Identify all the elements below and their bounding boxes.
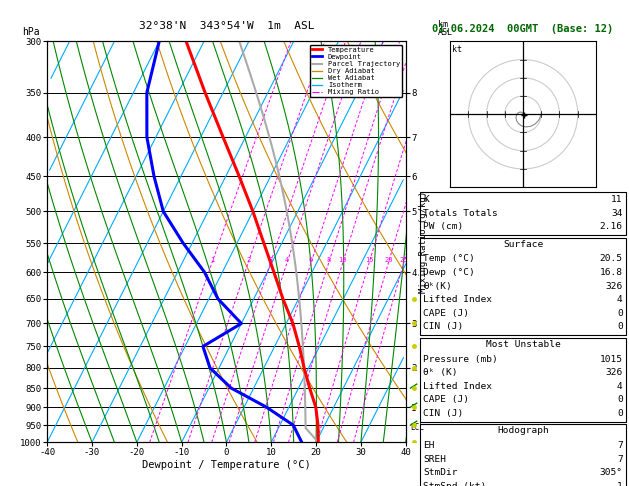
Text: Temp (°C): Temp (°C) [423,255,475,263]
Text: θᵏ(K): θᵏ(K) [423,282,452,291]
Text: 0: 0 [617,323,623,331]
Text: 25: 25 [399,257,408,262]
Text: PW (cm): PW (cm) [423,223,464,231]
Text: Most Unstable: Most Unstable [486,340,560,349]
Text: Lifted Index: Lifted Index [423,382,493,391]
Text: kt: kt [452,45,462,54]
Legend: Temperature, Dewpoint, Parcel Trajectory, Dry Adiabat, Wet Adiabat, Isotherm, Mi: Temperature, Dewpoint, Parcel Trajectory… [310,45,402,97]
Text: 7: 7 [617,455,623,464]
Text: 7: 7 [617,441,623,450]
Text: 3: 3 [269,257,273,262]
Text: 11: 11 [611,195,623,204]
Text: Surface: Surface [503,240,543,249]
Text: 10: 10 [338,257,347,262]
Text: 326: 326 [606,368,623,377]
Y-axis label: Mixing Ratio (g/kg): Mixing Ratio (g/kg) [420,191,428,293]
Text: 1015: 1015 [599,355,623,364]
Text: 305°: 305° [599,469,623,477]
Text: CAPE (J): CAPE (J) [423,309,469,318]
Text: SREH: SREH [423,455,447,464]
Text: CAPE (J): CAPE (J) [423,396,469,404]
Text: 1: 1 [210,257,214,262]
Text: K: K [423,195,429,204]
Text: 8: 8 [326,257,331,262]
Text: Lifted Index: Lifted Index [423,295,493,304]
Text: 20: 20 [384,257,392,262]
Text: 4: 4 [285,257,289,262]
Text: 0: 0 [617,409,623,418]
Text: hPa: hPa [22,27,40,37]
Text: LCL: LCL [410,423,424,433]
Text: 2.16: 2.16 [599,223,623,231]
Text: 6: 6 [309,257,313,262]
Text: Pressure (mb): Pressure (mb) [423,355,498,364]
Text: 4: 4 [617,382,623,391]
Text: km
ASL: km ASL [438,20,453,37]
Text: CIN (J): CIN (J) [423,323,464,331]
Text: EH: EH [423,441,435,450]
Text: 2: 2 [246,257,250,262]
Text: Totals Totals: Totals Totals [423,209,498,218]
Text: 20.5: 20.5 [599,255,623,263]
Text: Dewp (°C): Dewp (°C) [423,268,475,277]
Text: 0: 0 [617,309,623,318]
Text: StmDir: StmDir [423,469,458,477]
Text: θᵏ (K): θᵏ (K) [423,368,458,377]
Text: 16.8: 16.8 [599,268,623,277]
Text: 01.06.2024  00GMT  (Base: 12): 01.06.2024 00GMT (Base: 12) [432,24,614,34]
Text: StmSpd (kt): StmSpd (kt) [423,482,487,486]
Text: CIN (J): CIN (J) [423,409,464,418]
Text: 34: 34 [611,209,623,218]
Text: 4: 4 [617,295,623,304]
X-axis label: Dewpoint / Temperature (°C): Dewpoint / Temperature (°C) [142,460,311,469]
Text: 15: 15 [365,257,374,262]
Text: 0: 0 [617,396,623,404]
Text: Hodograph: Hodograph [497,426,549,435]
Text: 1: 1 [617,482,623,486]
Text: 32°38'N  343°54'W  1m  ASL: 32°38'N 343°54'W 1m ASL [138,21,314,31]
Text: 326: 326 [606,282,623,291]
